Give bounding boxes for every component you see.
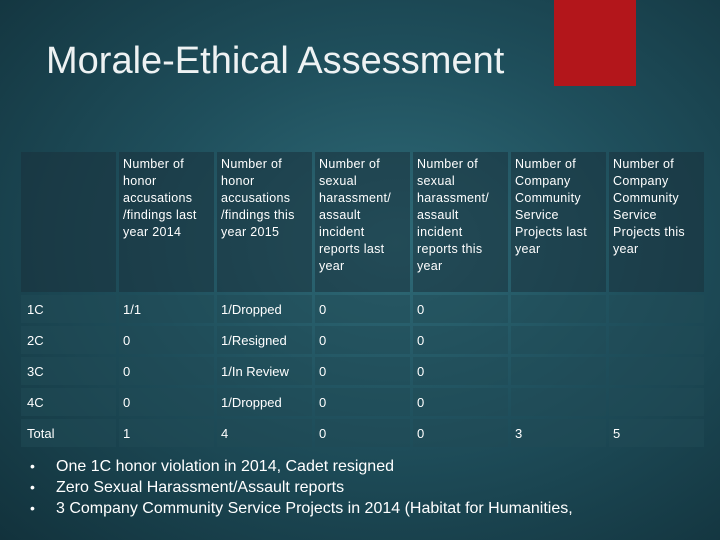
table-cell: 0 [413, 295, 508, 323]
bullet-item: One 1C honor violation in 2014, Cadet re… [30, 456, 573, 477]
header-cell: Number of sexual harassment/ assault inc… [413, 152, 508, 292]
table-cell [511, 295, 606, 323]
table-cell: 4C [21, 388, 116, 416]
table-cell: 0 [413, 388, 508, 416]
header-cell: Number of Company Community Service Proj… [511, 152, 606, 292]
table-row: 4C 0 1/Dropped 0 0 [21, 388, 704, 416]
table-cell: 3C [21, 357, 116, 385]
table-cell: 0 [119, 357, 214, 385]
table-cell: 1/1 [119, 295, 214, 323]
header-cell [21, 152, 116, 292]
table-cell: 1/Dropped [217, 295, 312, 323]
table-cell: 3 [511, 419, 606, 447]
bullet-list: One 1C honor violation in 2014, Cadet re… [30, 456, 573, 519]
table-row-total: Total 1 4 0 0 3 5 [21, 419, 704, 447]
table-cell [609, 357, 704, 385]
table-cell: 4 [217, 419, 312, 447]
table-cell: 5 [609, 419, 704, 447]
table-cell [511, 388, 606, 416]
table-cell: 0 [315, 388, 410, 416]
table-cell [609, 388, 704, 416]
header-cell: Number of honor accusations /findings la… [119, 152, 214, 292]
table-cell: 0 [119, 326, 214, 354]
slide-title: Morale-Ethical Assessment [46, 40, 505, 82]
table-row: 1C 1/1 1/Dropped 0 0 [21, 295, 704, 323]
assessment-table: Number of honor accusations /findings la… [18, 149, 707, 450]
table-cell [511, 357, 606, 385]
header-cell: Number of Company Community Service Proj… [609, 152, 704, 292]
table-cell: 0 [413, 357, 508, 385]
header-cell: Number of honor accusations /findings th… [217, 152, 312, 292]
table-cell: 1/Resigned [217, 326, 312, 354]
table-cell: 0 [413, 326, 508, 354]
table-cell: 2C [21, 326, 116, 354]
table-header-row: Number of honor accusations /findings la… [21, 152, 704, 292]
table-row: 2C 0 1/Resigned 0 0 [21, 326, 704, 354]
table-cell: 0 [413, 419, 508, 447]
header-cell: Number of sexual harassment/ assault inc… [315, 152, 410, 292]
table-cell: 1C [21, 295, 116, 323]
table-cell: 0 [315, 357, 410, 385]
table-cell [609, 326, 704, 354]
table-cell [609, 295, 704, 323]
table-cell: 1/In Review [217, 357, 312, 385]
red-accent-bar [554, 0, 636, 86]
table-cell: 0 [119, 388, 214, 416]
table-cell: 1/Dropped [217, 388, 312, 416]
table-cell: 1 [119, 419, 214, 447]
table-row: 3C 0 1/In Review 0 0 [21, 357, 704, 385]
table-cell [511, 326, 606, 354]
table-cell: 0 [315, 295, 410, 323]
table-cell: 0 [315, 326, 410, 354]
bullet-item: Zero Sexual Harassment/Assault reports [30, 477, 573, 498]
bullet-item: 3 Company Community Service Projects in … [30, 498, 573, 519]
table-cell: 0 [315, 419, 410, 447]
table-cell: Total [21, 419, 116, 447]
